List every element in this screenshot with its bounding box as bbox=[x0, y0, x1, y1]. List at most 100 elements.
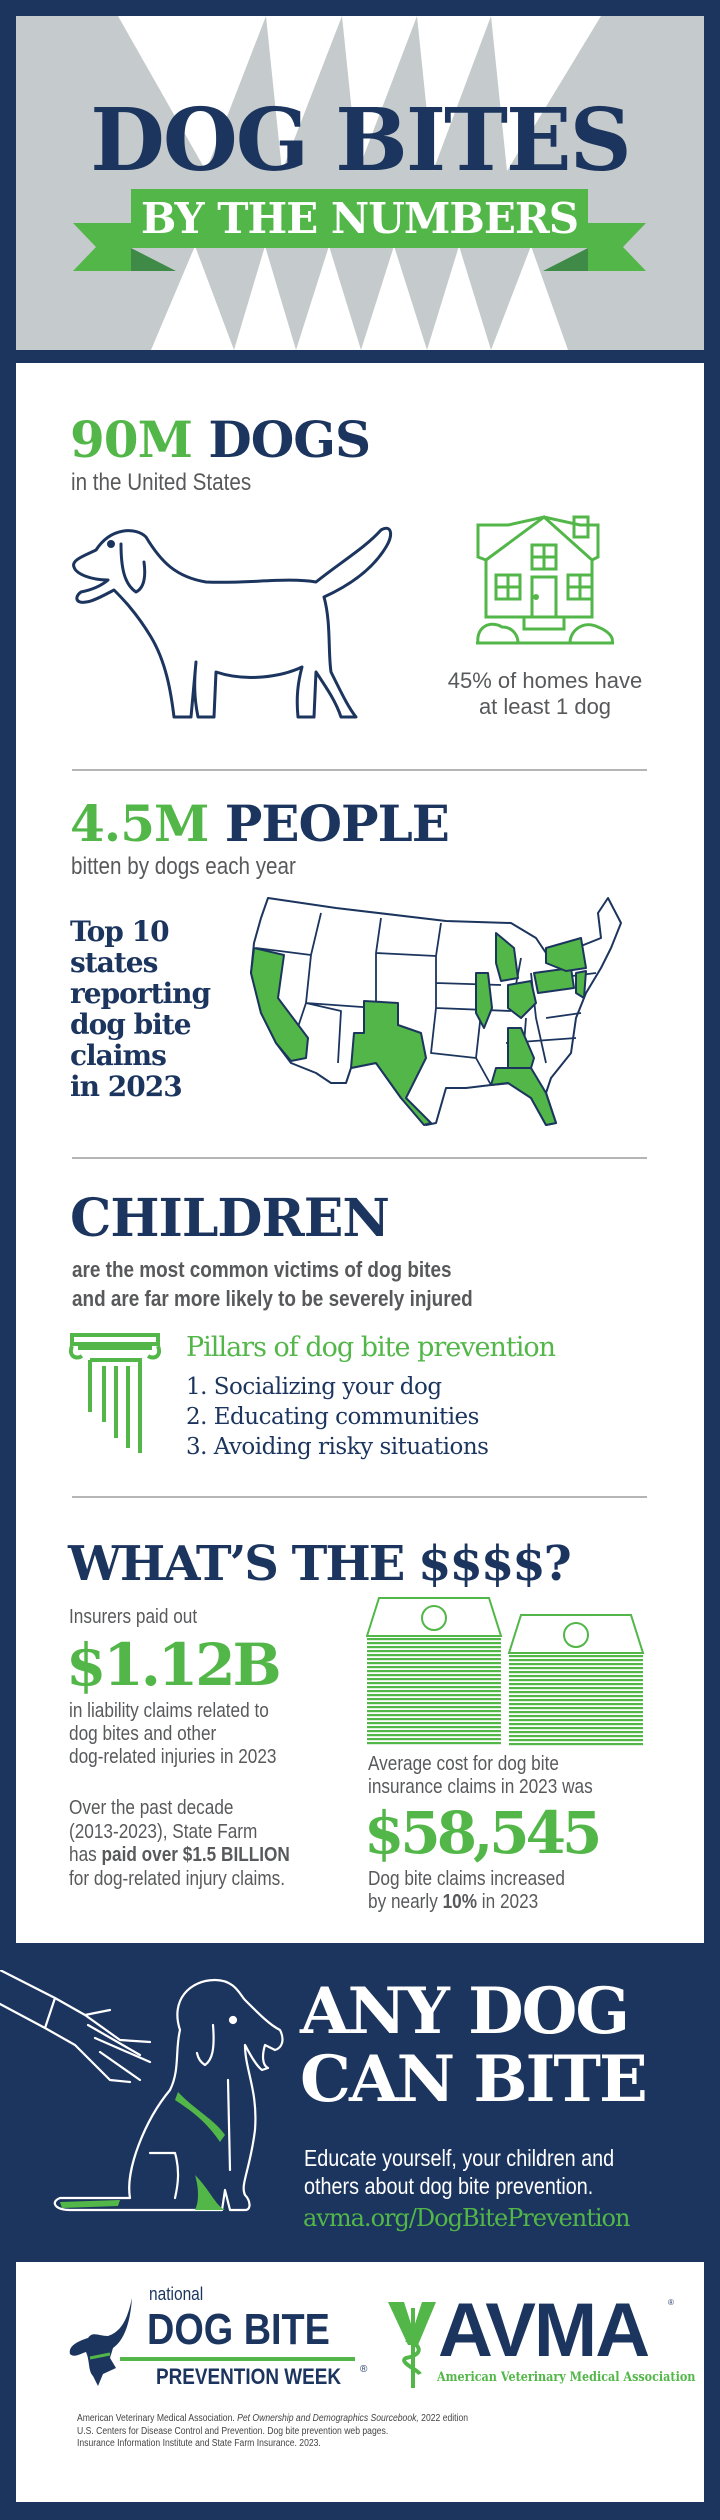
decade-description: Over the past decade (2013-2023), State F… bbox=[69, 1797, 290, 1890]
bill-line bbox=[509, 1679, 643, 1682]
bill-line bbox=[509, 1723, 643, 1726]
bill-line bbox=[367, 1682, 501, 1685]
bill-line bbox=[367, 1718, 501, 1721]
avg-cost-description: Average cost for dog bite insurance claim… bbox=[368, 1753, 593, 1798]
list-item: 2. Educating communities bbox=[186, 1404, 479, 1430]
bill-line bbox=[367, 1698, 501, 1701]
avma-fullname: American Veterinary Medical Association bbox=[437, 2370, 696, 2385]
header-banner: DOG BITES BY THE NUMBERS bbox=[16, 16, 704, 350]
bill-line bbox=[367, 1650, 501, 1653]
bill-line bbox=[367, 1670, 501, 1673]
bill-line bbox=[509, 1667, 643, 1670]
dog-icon bbox=[72, 526, 393, 719]
footer-panel bbox=[16, 2262, 704, 2502]
bill-seal bbox=[563, 1622, 589, 1648]
list-item: 1. Socializing your dog bbox=[186, 1374, 442, 1400]
bill-line bbox=[367, 1706, 501, 1709]
hand-and-dog-illustration bbox=[0, 1970, 284, 2212]
bill-line bbox=[367, 1742, 501, 1745]
bill-line bbox=[367, 1638, 501, 1641]
teeth-pattern bbox=[118, 16, 601, 350]
bill-line bbox=[367, 1714, 501, 1717]
homes-stat: 45% of homes have at least 1 dog bbox=[447, 668, 643, 719]
pillars-title: Pillars of dog bite prevention bbox=[186, 1332, 556, 1363]
us-map bbox=[250, 897, 622, 1126]
bill-line bbox=[509, 1699, 643, 1702]
bill-line bbox=[509, 1695, 643, 1698]
bill-line bbox=[509, 1659, 643, 1662]
caduceus-icon bbox=[388, 2302, 436, 2388]
dogs-number: 90M bbox=[70, 410, 193, 469]
dogs-sub: in the United States bbox=[71, 469, 252, 496]
bill-line bbox=[367, 1662, 501, 1665]
dbpw-line bbox=[120, 2357, 355, 2361]
bill-line bbox=[509, 1711, 643, 1714]
bill-line bbox=[367, 1690, 501, 1693]
people-sub: bitten by dogs each year bbox=[71, 853, 296, 880]
dogs-label: DOGS bbox=[208, 410, 371, 469]
list-item: 3. Avoiding risky situations bbox=[186, 1434, 489, 1460]
bill-line bbox=[367, 1674, 501, 1677]
pillar-icon bbox=[69, 1333, 161, 1453]
bill-line bbox=[367, 1710, 501, 1713]
insurers-label: Insurers paid out bbox=[69, 1606, 198, 1628]
bill-line bbox=[367, 1642, 501, 1645]
bill-line bbox=[509, 1739, 643, 1742]
people-label: PEOPLE bbox=[224, 794, 450, 853]
children-title: CHILDREN bbox=[70, 1188, 390, 1249]
cta-text: Educate yourself, your children and other… bbox=[304, 2145, 615, 2199]
bill-line bbox=[509, 1743, 643, 1746]
bill-line bbox=[367, 1658, 501, 1661]
ribbon bbox=[73, 189, 646, 271]
bill-line bbox=[367, 1666, 501, 1669]
amount-description: in liability claims related to dog bites … bbox=[69, 1700, 277, 1768]
children-description: are the most common victims of dog bites… bbox=[72, 1257, 473, 1311]
divider bbox=[72, 1496, 647, 1498]
bill-line bbox=[509, 1691, 643, 1694]
insurers-amount: $1.12B bbox=[66, 1631, 282, 1699]
bill-line bbox=[367, 1726, 501, 1729]
bill-line bbox=[367, 1654, 501, 1657]
bill-seal bbox=[421, 1605, 447, 1631]
money-title: WHAT’S THE $$$$? bbox=[68, 1536, 572, 1592]
house-icon bbox=[476, 515, 614, 645]
bill-line bbox=[509, 1703, 643, 1706]
bill-line bbox=[367, 1738, 501, 1741]
avma-wordmark: AVMA bbox=[438, 2288, 650, 2373]
bill-line bbox=[509, 1735, 643, 1738]
ribbon-text: BY THE NUMBERS bbox=[140, 194, 579, 243]
citation: U.S. Centers for Disease Control and Pre… bbox=[77, 2425, 389, 2437]
dbpw-sub: PREVENTION WEEK bbox=[156, 2364, 342, 2389]
dbpw-main: DOG BITE bbox=[147, 2305, 330, 2354]
increase-description: Dog bite claims increased by nearly 10% … bbox=[368, 1868, 565, 1913]
bill-line bbox=[367, 1702, 501, 1705]
bill-line bbox=[509, 1727, 643, 1730]
pillars-list: 1. Socializing your dog 2. Educating com… bbox=[186, 1372, 489, 1462]
people-number: 4.5M bbox=[70, 794, 209, 853]
bill-line bbox=[509, 1707, 643, 1710]
bill-line bbox=[509, 1731, 643, 1734]
citation: Insurance Information Institute and Stat… bbox=[77, 2438, 321, 2449]
bill-top bbox=[366, 1597, 503, 1637]
bill-line bbox=[509, 1683, 643, 1686]
dogs-heading: 90M DOGS bbox=[70, 414, 371, 466]
people-heading: 4.5M PEOPLE bbox=[70, 798, 450, 850]
cta-url-link[interactable]: avma.org/DogBitePrevention bbox=[303, 2204, 630, 2232]
citation: American Veterinary Medical Association.… bbox=[77, 2413, 469, 2424]
dbpw-dog-logo-icon bbox=[69, 2298, 132, 2386]
bill-line bbox=[509, 1719, 643, 1722]
registered-mark: ® bbox=[360, 2364, 368, 2375]
divider bbox=[72, 769, 647, 771]
bill-line bbox=[367, 1722, 501, 1725]
bill-line bbox=[367, 1734, 501, 1737]
bill-line bbox=[509, 1675, 643, 1678]
bill-line bbox=[367, 1694, 501, 1697]
money-stack-icon bbox=[366, 1597, 645, 1746]
citations: American Veterinary Medical Association.… bbox=[77, 2413, 532, 2451]
bill-line bbox=[509, 1655, 643, 1658]
bill-line bbox=[367, 1730, 501, 1733]
bill-line bbox=[509, 1687, 643, 1690]
dbpw-national: national bbox=[149, 2284, 204, 2304]
bill-line bbox=[367, 1686, 501, 1689]
bill-line bbox=[367, 1646, 501, 1649]
